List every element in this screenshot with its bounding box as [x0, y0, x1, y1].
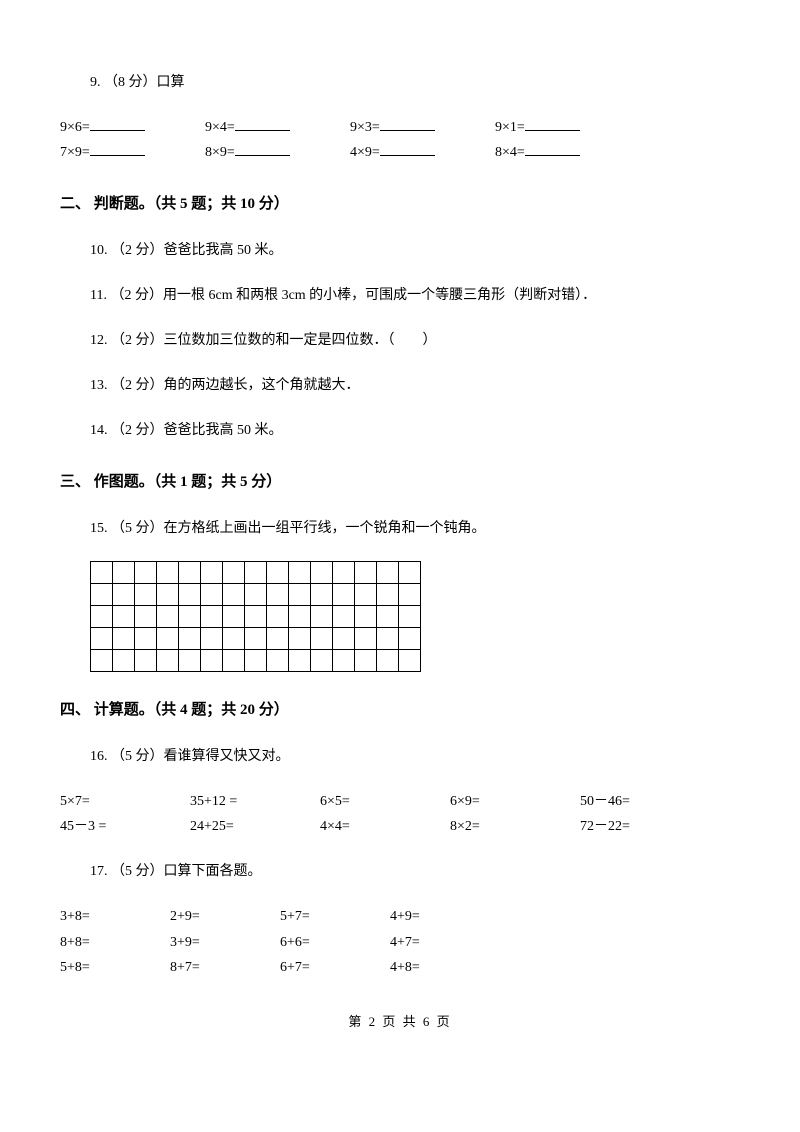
answer-blank[interactable]: [380, 115, 435, 131]
calc-item[interactable]: 3+8=: [60, 904, 170, 929]
answer-blank[interactable]: [235, 140, 290, 156]
calc-item: 4×9=: [350, 140, 495, 165]
section3-title: 三、 作图题。（共 1 题；共 5 分）: [60, 469, 740, 496]
calc-item[interactable]: 2+9=: [170, 904, 280, 929]
calc-item: 9×3=: [350, 115, 495, 140]
grid-paper[interactable]: [90, 561, 740, 672]
drawing-grid[interactable]: [90, 561, 421, 672]
calc-item[interactable]: 72－22=: [580, 814, 710, 839]
calc-item: 9×6=: [60, 115, 205, 140]
calc-item[interactable]: 35+12 =: [190, 789, 320, 814]
expr: 9×6=: [60, 120, 90, 135]
calc-item: 8×9=: [205, 140, 350, 165]
page-footer: 第 2 页 共 6 页: [60, 1010, 740, 1033]
q10: 10. （2 分）爸爸比我高 50 米。: [90, 238, 740, 263]
calc-item[interactable]: 3+9=: [170, 930, 280, 955]
expr: 8×9=: [205, 145, 235, 160]
calc-item[interactable]: 4+9=: [390, 904, 500, 929]
answer-blank[interactable]: [90, 115, 145, 131]
answer-blank[interactable]: [235, 115, 290, 131]
q16-row2: 45－3 = 24+25= 4×4= 8×2= 72－22=: [60, 814, 740, 839]
q15: 15. （5 分）在方格纸上画出一组平行线，一个锐角和一个钝角。: [90, 516, 740, 541]
calc-item[interactable]: 6×9=: [450, 789, 580, 814]
calc-item[interactable]: 50－46=: [580, 789, 710, 814]
expr: 9×3=: [350, 120, 380, 135]
section2-title: 二、 判断题。（共 5 题；共 10 分）: [60, 191, 740, 218]
calc-item[interactable]: 4+8=: [390, 955, 500, 980]
q16-title: 16. （5 分）看谁算得又快又对。: [90, 744, 740, 769]
calc-item[interactable]: 8+7=: [170, 955, 280, 980]
calc-item[interactable]: 24+25=: [190, 814, 320, 839]
q13: 13. （2 分）角的两边越长，这个角就越大．: [90, 373, 740, 398]
section4-title: 四、 计算题。（共 4 题；共 20 分）: [60, 697, 740, 724]
expr: 7×9=: [60, 145, 90, 160]
calc-item: 9×4=: [205, 115, 350, 140]
calc-item[interactable]: 6+6=: [280, 930, 390, 955]
calc-item[interactable]: 8+8=: [60, 930, 170, 955]
calc-item[interactable]: 6×5=: [320, 789, 450, 814]
q9-row2: 7×9= 8×9= 4×9= 8×4=: [60, 140, 740, 165]
calc-item[interactable]: 5+8=: [60, 955, 170, 980]
answer-blank[interactable]: [525, 140, 580, 156]
calc-item[interactable]: 8×2=: [450, 814, 580, 839]
q17-row3: 5+8= 8+7= 6+7= 4+8=: [60, 955, 740, 980]
q14: 14. （2 分）爸爸比我高 50 米。: [90, 418, 740, 443]
answer-blank[interactable]: [90, 140, 145, 156]
q12: 12. （2 分）三位数加三位数的和一定是四位数．（ ）: [90, 328, 740, 353]
expr: 8×4=: [495, 145, 525, 160]
q16-row1: 5×7= 35+12 = 6×5= 6×9= 50－46=: [60, 789, 740, 814]
q17-title: 17. （5 分）口算下面各题。: [90, 859, 740, 884]
expr: 4×9=: [350, 145, 380, 160]
calc-item[interactable]: 5+7=: [280, 904, 390, 929]
q9-title: 9. （8 分）口算: [90, 70, 740, 95]
calc-item[interactable]: 5×7=: [60, 789, 190, 814]
calc-item: 8×4=: [495, 140, 640, 165]
calc-item: 7×9=: [60, 140, 205, 165]
calc-item[interactable]: 6+7=: [280, 955, 390, 980]
q17-row2: 8+8= 3+9= 6+6= 4+7=: [60, 930, 740, 955]
answer-blank[interactable]: [525, 115, 580, 131]
q9-row1: 9×6= 9×4= 9×3= 9×1=: [60, 115, 740, 140]
calc-item: 9×1=: [495, 115, 640, 140]
q11: 11. （2 分）用一根 6cm 和两根 3cm 的小棒，可围成一个等腰三角形（…: [90, 283, 740, 308]
answer-blank[interactable]: [380, 140, 435, 156]
q17-row1: 3+8= 2+9= 5+7= 4+9=: [60, 904, 740, 929]
expr: 9×1=: [495, 120, 525, 135]
calc-item[interactable]: 4+7=: [390, 930, 500, 955]
calc-item[interactable]: 4×4=: [320, 814, 450, 839]
calc-item[interactable]: 45－3 =: [60, 814, 190, 839]
expr: 9×4=: [205, 120, 235, 135]
